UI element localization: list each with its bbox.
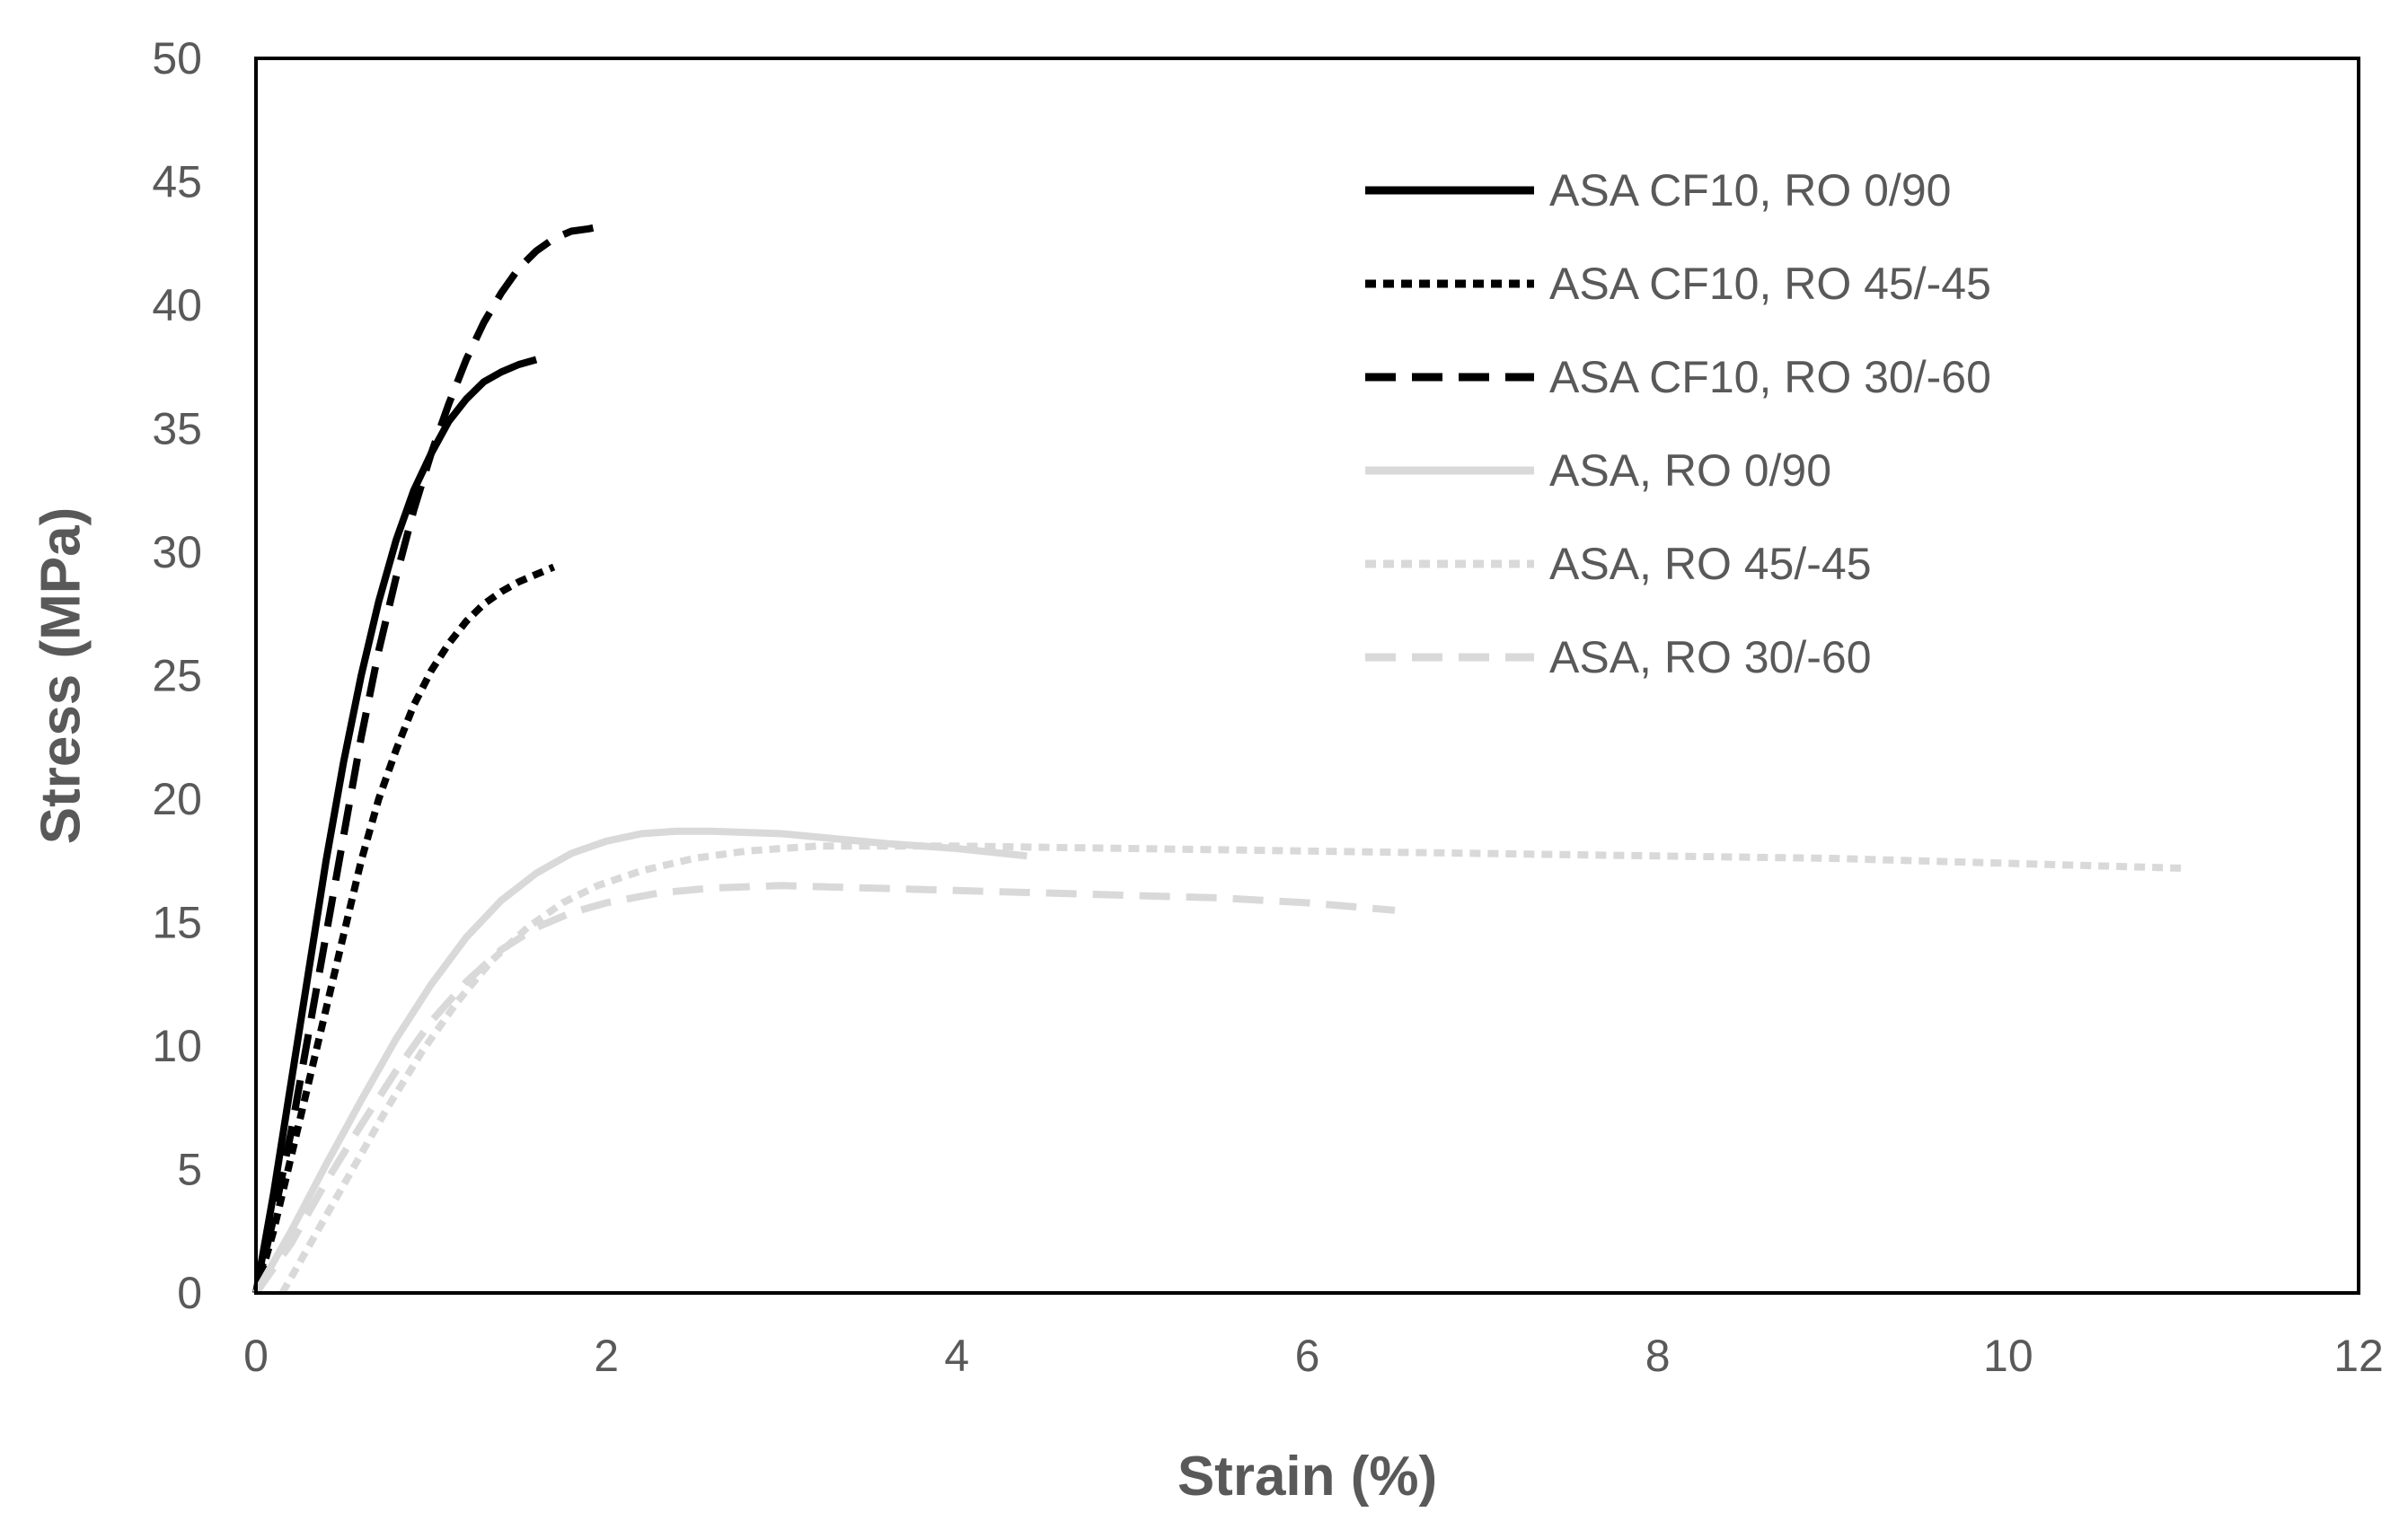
x-axis-title: Strain (%) <box>1178 1446 1437 1508</box>
y-tick-label: 30 <box>152 527 202 577</box>
x-tick-label: 12 <box>2333 1331 2384 1381</box>
x-tick-label: 8 <box>1645 1331 1671 1381</box>
y-tick-label: 45 <box>152 157 202 207</box>
y-tick-label: 5 <box>177 1145 202 1195</box>
legend: ASA CF10, RO 0/90 ASA CF10, RO 45/-45 ASA … <box>1365 165 1991 682</box>
x-tick-label: 2 <box>594 1331 619 1381</box>
legend-label-2: ASA CF10, RO 45/-45 <box>1549 259 1991 309</box>
series-line-3 <box>252 223 603 1294</box>
series-line-4 <box>252 827 1028 1295</box>
y-tick-label: 15 <box>152 898 202 948</box>
series-line-5 <box>278 842 2184 1295</box>
x-tick-label: 0 <box>243 1331 269 1381</box>
y-axis-ticks: 0 5 10 15 20 25 30 35 40 45 50 <box>152 33 202 1318</box>
series-line-2 <box>252 563 556 1295</box>
y-tick-label: 40 <box>152 280 202 330</box>
y-tick-label: 0 <box>177 1268 202 1318</box>
series-layer <box>252 223 2184 1296</box>
x-tick-label: 4 <box>944 1331 969 1381</box>
y-tick-label: 50 <box>152 33 202 84</box>
x-tick-label: 6 <box>1295 1331 1320 1381</box>
legend-label-6: ASA, RO 30/-60 <box>1549 632 1872 682</box>
plot-area-frame <box>254 57 2360 1295</box>
x-tick-label: 10 <box>1983 1331 2033 1381</box>
y-tick-label: 10 <box>152 1021 202 1071</box>
y-tick-label: 35 <box>152 404 202 454</box>
legend-label-5: ASA, RO 45/-45 <box>1549 539 1872 589</box>
y-tick-label: 25 <box>152 651 202 701</box>
series-line-6 <box>252 882 1396 1296</box>
x-axis-ticks: 0 2 4 6 8 10 12 <box>243 1331 2384 1381</box>
legend-label-1: ASA CF10, RO 0/90 <box>1549 165 1951 215</box>
y-axis-title: Stress (MPa) <box>30 507 92 845</box>
legend-label-4: ASA, RO 0/90 <box>1549 445 1831 496</box>
series-line-1 <box>252 356 538 1294</box>
legend-label-3: ASA CF10, RO 30/-60 <box>1549 352 1991 402</box>
y-tick-label: 20 <box>152 774 202 824</box>
